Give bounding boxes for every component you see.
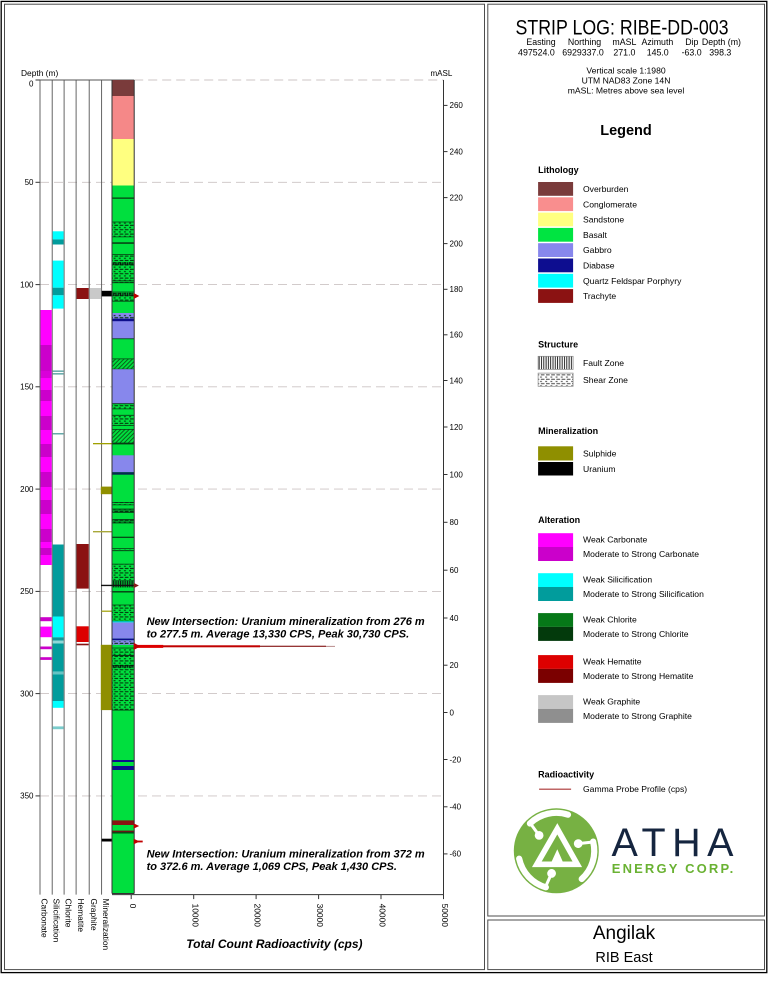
svg-text:Weak Chlorite: Weak Chlorite bbox=[583, 615, 637, 625]
svg-text:Mineralization: Mineralization bbox=[538, 426, 598, 436]
svg-text:mASL: Metres above sea level: mASL: Metres above sea level bbox=[568, 86, 685, 96]
svg-text:Uranium: Uranium bbox=[583, 464, 615, 474]
svg-text:50: 50 bbox=[25, 178, 34, 187]
svg-text:Northing: Northing bbox=[568, 37, 601, 47]
svg-text:ENERGY CORP.: ENERGY CORP. bbox=[612, 861, 734, 876]
svg-text:mASL: mASL bbox=[612, 37, 636, 47]
svg-text:Trachyte: Trachyte bbox=[583, 291, 616, 301]
svg-text:200: 200 bbox=[450, 239, 464, 248]
svg-text:Weak Graphite: Weak Graphite bbox=[583, 697, 640, 707]
svg-text:Weak Silicification: Weak Silicification bbox=[583, 575, 652, 585]
svg-text:Azimuth: Azimuth bbox=[642, 37, 674, 47]
svg-text:6929337.0: 6929337.0 bbox=[562, 48, 604, 58]
svg-text:Depth (m): Depth (m) bbox=[21, 68, 58, 78]
svg-text:Fault Zone: Fault Zone bbox=[583, 358, 624, 368]
svg-text:Quartz Feldspar Porphyry: Quartz Feldspar Porphyry bbox=[583, 276, 682, 286]
svg-text:to 277.5 m. Average 13,330 CPS: to 277.5 m. Average 13,330 CPS, Peak 30,… bbox=[147, 628, 410, 640]
svg-text:20000: 20000 bbox=[253, 904, 263, 928]
svg-text:Vertical scale 1:1980: Vertical scale 1:1980 bbox=[586, 66, 666, 76]
svg-text:Alteration: Alteration bbox=[538, 515, 580, 525]
svg-text:40000: 40000 bbox=[378, 904, 388, 928]
svg-text:-40: -40 bbox=[450, 803, 462, 812]
svg-text:Carbonate: Carbonate bbox=[39, 899, 49, 938]
svg-text:Dip: Dip bbox=[685, 37, 698, 47]
svg-text:Easting: Easting bbox=[526, 37, 555, 47]
svg-text:-20: -20 bbox=[450, 755, 462, 764]
svg-text:Moderate to Strong Hematite: Moderate to Strong Hematite bbox=[583, 671, 694, 681]
svg-text:Shear Zone: Shear Zone bbox=[583, 375, 628, 385]
svg-text:Depth (m): Depth (m) bbox=[702, 37, 741, 47]
svg-text:Lithology: Lithology bbox=[538, 165, 579, 175]
svg-text:Basalt: Basalt bbox=[583, 230, 607, 240]
svg-text:Moderate to Strong Silicificat: Moderate to Strong Silicification bbox=[583, 589, 704, 599]
svg-text:40: 40 bbox=[450, 614, 459, 623]
svg-text:50000: 50000 bbox=[440, 904, 450, 928]
svg-text:Weak Hematite: Weak Hematite bbox=[583, 657, 642, 667]
svg-text:mASL: mASL bbox=[431, 69, 453, 78]
svg-text:Legend: Legend bbox=[600, 123, 652, 139]
svg-text:20: 20 bbox=[450, 661, 459, 670]
svg-text:0: 0 bbox=[29, 79, 34, 88]
svg-text:Overburden: Overburden bbox=[583, 184, 629, 194]
svg-text:UTM NAD83 Zone 14N: UTM NAD83 Zone 14N bbox=[582, 76, 671, 86]
svg-text:Hematite: Hematite bbox=[76, 899, 86, 933]
svg-text:Sandstone: Sandstone bbox=[583, 215, 624, 225]
svg-text:Weak Carbonate: Weak Carbonate bbox=[583, 535, 648, 545]
svg-text:160: 160 bbox=[450, 331, 464, 340]
svg-text:260: 260 bbox=[450, 101, 464, 110]
svg-text:120: 120 bbox=[450, 423, 464, 432]
svg-text:180: 180 bbox=[450, 285, 464, 294]
svg-text:Gamma Probe Profile (cps): Gamma Probe Profile (cps) bbox=[583, 784, 687, 794]
svg-text:Structure: Structure bbox=[538, 340, 578, 350]
svg-text:100: 100 bbox=[450, 470, 464, 479]
svg-text:350: 350 bbox=[20, 792, 34, 801]
svg-text:Radioactivity: Radioactivity bbox=[538, 770, 594, 780]
svg-text:ATHA: ATHA bbox=[612, 821, 735, 865]
svg-text:398.3: 398.3 bbox=[709, 48, 731, 58]
svg-text:RIB East: RIB East bbox=[595, 950, 652, 966]
svg-text:150: 150 bbox=[20, 383, 34, 392]
svg-text:Moderate to Strong Chlorite: Moderate to Strong Chlorite bbox=[583, 629, 689, 639]
svg-text:0: 0 bbox=[450, 708, 455, 717]
svg-text:Diabase: Diabase bbox=[583, 261, 615, 271]
svg-text:Sulphide: Sulphide bbox=[583, 449, 617, 459]
svg-text:200: 200 bbox=[20, 485, 34, 494]
svg-text:30000: 30000 bbox=[315, 904, 325, 928]
svg-text:STRIP LOG: RIBE-DD-003: STRIP LOG: RIBE-DD-003 bbox=[516, 17, 729, 40]
svg-text:497524.0: 497524.0 bbox=[518, 48, 555, 58]
svg-text:Conglomerate: Conglomerate bbox=[583, 199, 637, 209]
svg-text:140: 140 bbox=[450, 376, 464, 385]
svg-text:60: 60 bbox=[450, 566, 459, 575]
svg-text:to 372.6 m. Average 1,069 CPS,: to 372.6 m. Average 1,069 CPS, Peak 1,43… bbox=[147, 861, 397, 873]
svg-text:Graphite: Graphite bbox=[89, 899, 99, 931]
svg-text:Moderate to Strong Carbonate: Moderate to Strong Carbonate bbox=[583, 549, 699, 559]
svg-text:Silicification: Silicification bbox=[52, 899, 62, 943]
svg-text:-60: -60 bbox=[450, 850, 462, 859]
svg-text:145.0: 145.0 bbox=[647, 48, 669, 58]
svg-text:250: 250 bbox=[20, 587, 34, 596]
svg-text:300: 300 bbox=[20, 689, 34, 698]
svg-text:240: 240 bbox=[450, 147, 464, 156]
svg-text:Angilak: Angilak bbox=[593, 923, 656, 944]
svg-text:220: 220 bbox=[450, 193, 464, 202]
svg-text:271.0: 271.0 bbox=[613, 48, 635, 58]
svg-text:Mineralization: Mineralization bbox=[101, 899, 111, 951]
svg-text:0: 0 bbox=[128, 904, 138, 909]
svg-text:-63.0: -63.0 bbox=[682, 48, 702, 58]
svg-text:Total Count Radioactivity (cps: Total Count Radioactivity (cps) bbox=[186, 937, 362, 951]
svg-text:Moderate to Strong Graphite: Moderate to Strong Graphite bbox=[583, 711, 692, 721]
svg-text:New Intersection: Uranium mine: New Intersection: Uranium mineralization… bbox=[147, 616, 425, 628]
svg-text:Chlorite: Chlorite bbox=[64, 899, 74, 928]
svg-text:New Intersection: Uranium mine: New Intersection: Uranium mineralization… bbox=[147, 849, 425, 861]
svg-text:100: 100 bbox=[20, 280, 34, 289]
svg-text:Gabbro: Gabbro bbox=[583, 245, 612, 255]
svg-text:80: 80 bbox=[450, 518, 459, 527]
svg-text:10000: 10000 bbox=[190, 904, 200, 928]
